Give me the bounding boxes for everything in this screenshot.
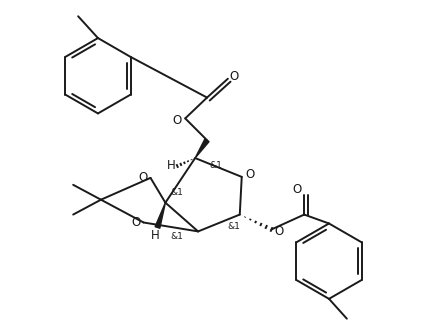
Text: H: H — [167, 159, 176, 173]
Text: O: O — [173, 114, 182, 127]
Text: O: O — [245, 168, 254, 181]
Text: O: O — [138, 172, 147, 184]
Text: O: O — [229, 70, 239, 83]
Text: &1: &1 — [170, 232, 183, 241]
Text: O: O — [275, 225, 284, 238]
Polygon shape — [155, 203, 165, 228]
Text: &1: &1 — [170, 188, 183, 197]
Text: H: H — [151, 229, 160, 242]
Text: &1: &1 — [228, 222, 241, 231]
Polygon shape — [195, 139, 209, 158]
Text: O: O — [131, 216, 140, 229]
Text: &1: &1 — [209, 161, 222, 171]
Text: O: O — [293, 183, 302, 196]
